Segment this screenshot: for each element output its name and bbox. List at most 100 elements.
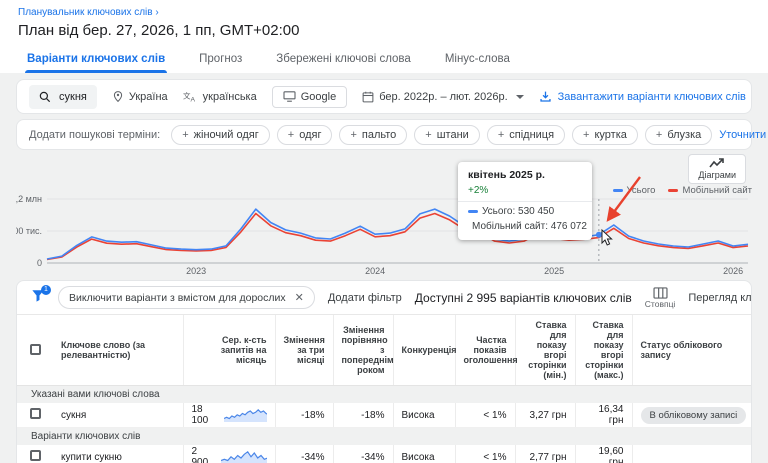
trend-chart-svg[interactable]: 0 600 тис. 1,2 млн 2023 2024 2025 2026 xyxy=(16,154,752,276)
keyword-search-input[interactable]: сукня xyxy=(29,84,97,109)
filter-button[interactable]: 1 xyxy=(31,284,51,307)
add-term-chip[interactable]: + штани xyxy=(414,124,480,145)
row-checkbox[interactable] xyxy=(29,408,41,419)
add-filter-button[interactable]: Додати фільтр xyxy=(327,291,402,304)
add-term-chip[interactable]: + жіночий одяг xyxy=(171,124,270,145)
download-keyword-ideas-button[interactable]: Завантажити варіанти ключових слів xyxy=(539,90,746,103)
chart-legend: Усього Мобільний сайт xyxy=(612,185,752,196)
yoy-change-cell: -18% xyxy=(332,403,393,428)
table-header-row: Ключове слово (за релевантністю) Сер. к-… xyxy=(17,315,751,386)
plus-icon: + xyxy=(287,128,295,141)
header-keyword[interactable]: Ключове слово (за релевантністю) xyxy=(53,315,183,386)
impression-share-cell: < 1% xyxy=(454,403,515,428)
plus-icon: + xyxy=(497,128,505,141)
add-terms-label: Додати пошукові терміни: xyxy=(29,128,161,141)
location-pin-icon xyxy=(113,91,122,103)
competition-cell: Висока xyxy=(392,445,455,463)
tooltip-series-row: Мобільний сайт: 476 072 xyxy=(472,221,587,232)
svg-text:2024: 2024 xyxy=(365,266,385,276)
header-bid-low[interactable]: Ставка для показу вгорі сторінки (мін.) xyxy=(514,315,575,386)
svg-text:2023: 2023 xyxy=(186,266,206,276)
select-all-checkbox[interactable] xyxy=(29,343,41,355)
bid-high-cell: 19,60 грн xyxy=(574,445,632,463)
svg-text:文: 文 xyxy=(183,91,191,101)
avg-searches-value: 18 100 xyxy=(191,404,209,426)
sparkline-chart xyxy=(220,450,267,463)
svg-text:A: A xyxy=(190,96,195,103)
date-range-selector[interactable]: бер. 2022р. – лют. 2026р. xyxy=(362,91,524,103)
add-term-chip[interactable]: + пальто xyxy=(339,124,408,145)
table-toolbar: 1 Виключити варіанти з вмістом для дорос… xyxy=(17,281,751,315)
tooltip-divider xyxy=(458,201,592,202)
svg-text:2026: 2026 xyxy=(723,266,743,276)
network-selector[interactable]: Google xyxy=(271,85,348,108)
plus-icon: + xyxy=(182,128,189,141)
table-body: Указані вами ключові слова сукня 18 100 … xyxy=(17,385,751,463)
header-avg-searches[interactable]: Сер. к-сть запитів на місяць xyxy=(182,315,275,386)
chevron-down-icon xyxy=(515,94,524,99)
tab-forecast[interactable]: Прогноз xyxy=(199,53,243,65)
tab-negative-keywords[interactable]: Мінус-слова xyxy=(444,53,510,65)
table-section-header: Варіанти ключових слів xyxy=(17,427,751,445)
keyword-cell: купити сукню xyxy=(53,445,183,463)
add-term-chip[interactable]: + спідниця xyxy=(486,124,566,145)
status-cell: В обліковому записі xyxy=(631,403,751,428)
add-term-chip[interactable]: + блузка xyxy=(644,124,713,145)
plus-icon: + xyxy=(655,128,663,141)
header-account-status[interactable]: Статус облікового запису xyxy=(631,315,751,386)
table-section-header: Указані вами ключові слова xyxy=(17,385,751,403)
download-icon xyxy=(540,91,551,102)
table-row[interactable]: купити сукню 2 900 -34% -34% Висока < 1%… xyxy=(17,445,751,463)
tooltip-series-row: Усього: 530 450 xyxy=(468,206,582,217)
add-term-chip[interactable]: + одяг xyxy=(276,124,333,145)
svg-text:1,2 млн: 1,2 млн xyxy=(16,194,42,204)
bid-low-cell: 3,27 грн xyxy=(514,403,575,428)
tooltip-rows: Усього: 530 450 Мобільний сайт: 476 072 xyxy=(468,206,587,232)
three-month-change-cell: -18% xyxy=(274,403,333,428)
adult-filter-chip[interactable]: Виключити варіанти з вмістом для доросли… xyxy=(58,286,315,309)
header-yoy-change[interactable]: Змінення порівняно з попереднім роком xyxy=(332,315,394,386)
columns-button[interactable]: Стовпці xyxy=(645,286,675,309)
breadcrumb-caret: › xyxy=(155,7,159,18)
available-keywords-count: Доступні 2 995 варіантів ключових слів xyxy=(414,290,632,305)
refine-keywords-link[interactable]: Уточнити ключові слова xyxy=(719,128,768,141)
location-selector[interactable]: Україна xyxy=(112,90,168,103)
header-impression-share[interactable]: Частка показів оголошення xyxy=(454,315,518,386)
status-cell xyxy=(631,445,751,463)
tooltip-title: квітень 2025 р. xyxy=(468,169,545,181)
tab-keyword-ideas[interactable]: Варіанти ключових слів xyxy=(25,48,168,73)
impression-share-cell: < 1% xyxy=(454,445,515,463)
breadcrumb[interactable]: Планувальник ключових слів › xyxy=(18,7,159,18)
avg-searches-value: 2 900 xyxy=(191,446,209,463)
bid-low-cell: 2,77 грн xyxy=(514,445,575,463)
calendar-icon xyxy=(362,91,374,102)
plus-icon: + xyxy=(425,128,432,141)
header-three-month-change[interactable]: Змінення за три місяці xyxy=(274,315,333,386)
close-icon[interactable]: ✕ xyxy=(294,292,304,304)
charts-toggle-button[interactable]: Діаграми xyxy=(688,154,746,184)
row-checkbox[interactable] xyxy=(29,450,41,461)
keywords-table: Ключове слово (за релевантністю) Сер. к-… xyxy=(17,315,751,463)
search-network-icon xyxy=(283,91,296,102)
add-term-chip[interactable]: + куртка xyxy=(572,124,638,145)
legend-total[interactable]: Усього xyxy=(612,185,655,196)
add-terms-chips: + жіночий одяг + одяг + пальто + штани + спідниця… xyxy=(171,124,713,145)
keyword-view-dropdown[interactable]: Перегляд ключових слів xyxy=(688,291,752,304)
legend-mobile[interactable]: Мобільний сайт xyxy=(668,185,752,196)
add-terms-bar: Додати пошукові терміни: + жіночий одяг + о… xyxy=(16,119,768,150)
search-icon xyxy=(39,91,51,102)
keyword-table-card: 1 Виключити варіанти з вмістом для дорос… xyxy=(16,280,752,463)
tab-saved-keywords[interactable]: Збережені ключові слова xyxy=(276,53,411,65)
three-month-change-cell: -34% xyxy=(274,445,333,463)
table-row[interactable]: сукня 18 100 -18% -18% Висока < 1% 3,27 … xyxy=(17,403,751,428)
yoy-change-cell: -34% xyxy=(332,445,393,463)
svg-text:0: 0 xyxy=(37,258,42,268)
svg-text:600 тис.: 600 тис. xyxy=(16,226,42,236)
page-title: План від бер. 27, 2026, 1 пп, GMT+02:00 xyxy=(18,22,300,39)
header-competition[interactable]: Конкуренція xyxy=(392,315,457,386)
line-chart-icon xyxy=(709,158,724,168)
header-bid-high[interactable]: Ставка для показу вгорі сторінки (макс.) xyxy=(574,315,632,386)
